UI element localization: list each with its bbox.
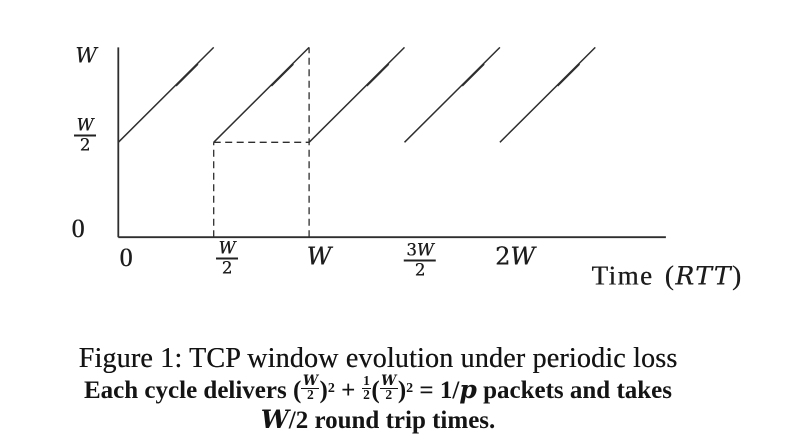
sawtooth-segment-thick-4 <box>557 63 581 87</box>
figure-caption-title: Figure 1: TCP window evolution under per… <box>78 343 678 374</box>
sawtooth-segment-2 <box>308 46 406 143</box>
sawtooth-segment-thick-2 <box>366 63 390 87</box>
y-tick-label-0: 0 <box>71 214 85 243</box>
sawtooth-segment-thick-1 <box>270 63 294 87</box>
sawtooth-segment-thick-0 <box>175 63 199 87</box>
x-axis-title: Time (RTT) <box>591 260 743 291</box>
sawtooth-plot-canvas <box>117 46 666 239</box>
sawtooth-segment-1 <box>213 46 310 143</box>
x-tick-label-W: W <box>306 242 332 271</box>
x-tick-label-3W-over-2: 3W 2 <box>403 242 437 281</box>
x-tick-label-0: 0 <box>119 243 133 272</box>
sawtooth-segment-3 <box>403 46 501 143</box>
sawtooth-segment-thick-3 <box>461 63 485 87</box>
sawtooth-segment-4 <box>499 46 596 143</box>
y-tick-label-W: W <box>75 43 97 68</box>
figure-caption-subtext-2: W/2 round trip times. <box>260 405 496 434</box>
figure-caption-subtext: Each cycle delivers (W 2)2 + 1 2(W 2)2 = 1/… <box>84 373 672 404</box>
sawtooth-segment-0 <box>117 46 215 143</box>
x-tick-label-2W: 2W <box>495 242 535 271</box>
